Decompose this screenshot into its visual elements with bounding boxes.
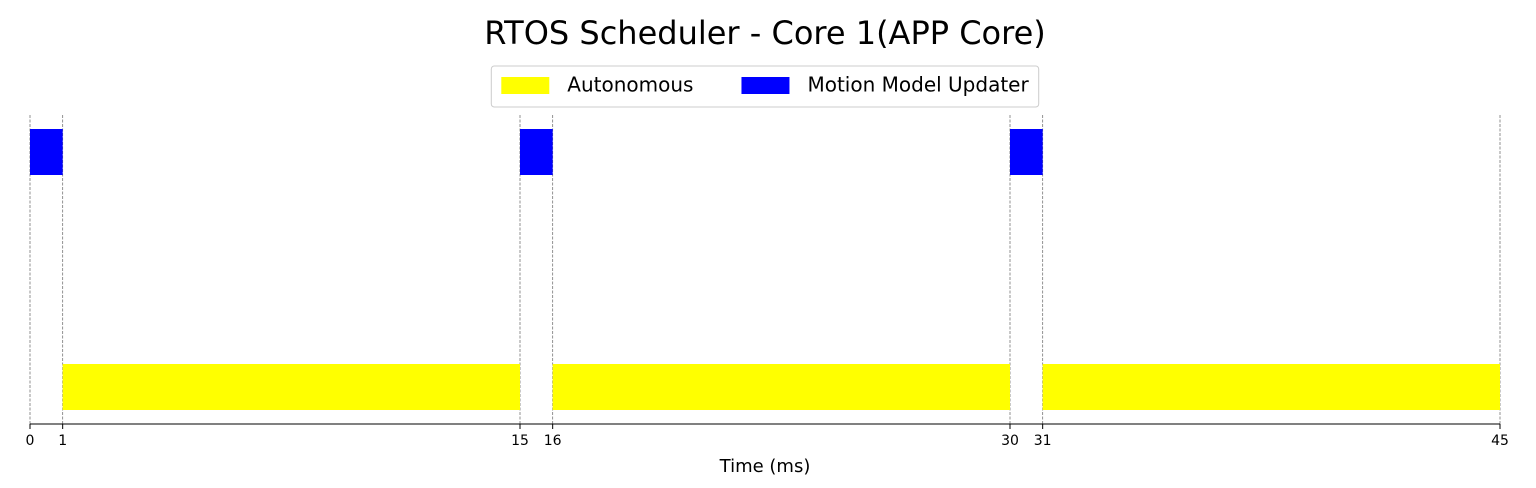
x-tick-label: 16 <box>544 433 562 449</box>
x-tick-label: 0 <box>26 433 35 449</box>
task-bar <box>30 129 63 175</box>
x-tick-label: 15 <box>511 433 529 449</box>
legend-label: Motion Model Updater <box>807 73 1029 97</box>
legend-swatch <box>741 77 790 94</box>
task-bar <box>520 129 553 175</box>
x-tick-label: 1 <box>58 433 67 449</box>
task-bar <box>1042 364 1500 410</box>
legend: Autonomous Motion Model Updater <box>490 65 1040 108</box>
x-tick-label: 31 <box>1034 433 1052 449</box>
legend-swatch <box>501 77 550 94</box>
task-bar <box>62 364 521 410</box>
task-bar <box>552 364 1010 410</box>
legend-label: Autonomous <box>567 73 693 97</box>
task-bar <box>1010 129 1043 175</box>
x-tick-label: 30 <box>1001 433 1019 449</box>
x-axis-label: Time (ms) <box>719 456 811 477</box>
chart-title: RTOS Scheduler - Core 1(APP Core) <box>484 14 1046 52</box>
x-tick-label: 45 <box>1491 433 1509 449</box>
